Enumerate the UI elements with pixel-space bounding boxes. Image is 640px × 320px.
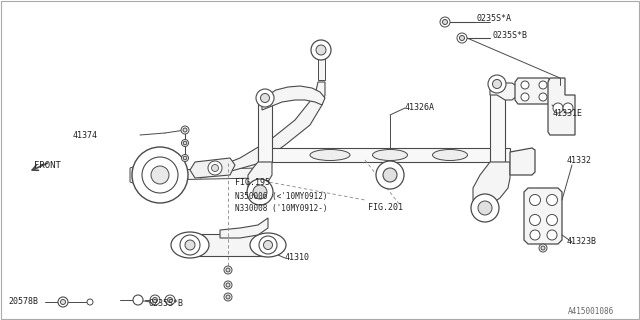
Circle shape — [264, 241, 273, 250]
Circle shape — [547, 214, 557, 226]
Circle shape — [529, 214, 541, 226]
Text: 0235S*B: 0235S*B — [148, 299, 183, 308]
Polygon shape — [515, 78, 552, 104]
Circle shape — [182, 155, 189, 162]
Circle shape — [460, 36, 465, 41]
Text: N350006 (<'10MY0912): N350006 (<'10MY0912) — [235, 191, 328, 201]
Circle shape — [529, 195, 541, 205]
Circle shape — [142, 157, 178, 193]
Circle shape — [182, 140, 189, 147]
Polygon shape — [200, 82, 325, 178]
Circle shape — [539, 81, 547, 89]
Circle shape — [539, 93, 547, 101]
Polygon shape — [220, 218, 268, 238]
Ellipse shape — [433, 149, 467, 161]
Circle shape — [224, 281, 232, 289]
Circle shape — [442, 20, 447, 25]
Circle shape — [539, 244, 547, 252]
Circle shape — [87, 299, 93, 305]
Circle shape — [226, 283, 230, 287]
Polygon shape — [190, 234, 268, 256]
Text: 41323B: 41323B — [567, 237, 597, 246]
Polygon shape — [258, 148, 510, 162]
Polygon shape — [160, 168, 260, 180]
Polygon shape — [548, 78, 575, 135]
Circle shape — [530, 230, 540, 240]
Text: 41331E: 41331E — [553, 108, 583, 117]
Circle shape — [132, 147, 188, 203]
Ellipse shape — [250, 233, 286, 257]
Circle shape — [247, 179, 273, 205]
Polygon shape — [248, 162, 272, 192]
Circle shape — [311, 40, 331, 60]
Text: N330008 ('10MY0912-): N330008 ('10MY0912-) — [235, 204, 328, 212]
Circle shape — [547, 230, 557, 240]
Circle shape — [521, 81, 529, 89]
Circle shape — [547, 195, 557, 205]
Circle shape — [183, 156, 187, 160]
Text: A415001086: A415001086 — [568, 308, 614, 316]
Text: 0235S*B: 0235S*B — [492, 30, 527, 39]
Polygon shape — [130, 164, 142, 186]
Circle shape — [383, 168, 397, 182]
Circle shape — [180, 235, 200, 255]
Circle shape — [553, 103, 563, 113]
Circle shape — [150, 295, 160, 305]
Circle shape — [457, 33, 467, 43]
Circle shape — [488, 75, 506, 93]
Circle shape — [58, 297, 68, 307]
Circle shape — [478, 201, 492, 215]
Ellipse shape — [171, 232, 209, 258]
Polygon shape — [490, 83, 518, 100]
Text: FRONT: FRONT — [34, 161, 61, 170]
Text: 0235S*A: 0235S*A — [476, 13, 511, 22]
Polygon shape — [318, 50, 325, 55]
Polygon shape — [473, 162, 510, 205]
Circle shape — [224, 293, 232, 301]
Text: 41310: 41310 — [285, 252, 310, 261]
Circle shape — [165, 295, 175, 305]
Polygon shape — [258, 100, 272, 162]
Circle shape — [541, 246, 545, 250]
Polygon shape — [318, 55, 325, 80]
Polygon shape — [262, 86, 325, 110]
Text: 41332: 41332 — [567, 156, 592, 164]
Circle shape — [260, 93, 269, 102]
Circle shape — [259, 236, 277, 254]
Text: 41374: 41374 — [73, 131, 98, 140]
Circle shape — [181, 126, 189, 134]
Polygon shape — [190, 158, 235, 178]
Circle shape — [61, 300, 65, 305]
Circle shape — [152, 298, 157, 302]
Circle shape — [133, 295, 143, 305]
Circle shape — [211, 164, 218, 172]
Circle shape — [253, 185, 267, 199]
Polygon shape — [490, 88, 505, 162]
Circle shape — [226, 268, 230, 272]
Text: 41326A: 41326A — [405, 102, 435, 111]
Circle shape — [183, 141, 187, 145]
Circle shape — [493, 79, 502, 89]
Circle shape — [183, 128, 187, 132]
Ellipse shape — [310, 149, 350, 161]
Circle shape — [168, 298, 173, 302]
Ellipse shape — [372, 149, 408, 161]
Text: FIG.201: FIG.201 — [368, 204, 403, 212]
Circle shape — [521, 93, 529, 101]
Circle shape — [471, 194, 499, 222]
Circle shape — [208, 161, 222, 175]
Circle shape — [224, 266, 232, 274]
Circle shape — [440, 17, 450, 27]
Polygon shape — [524, 188, 562, 244]
Polygon shape — [510, 148, 535, 175]
Circle shape — [316, 45, 326, 55]
Circle shape — [185, 240, 195, 250]
Circle shape — [151, 166, 169, 184]
Circle shape — [376, 161, 404, 189]
Text: 20578B: 20578B — [8, 298, 38, 307]
Circle shape — [563, 103, 573, 113]
Circle shape — [256, 89, 274, 107]
Circle shape — [226, 295, 230, 299]
Text: FIG.195: FIG.195 — [235, 178, 270, 187]
